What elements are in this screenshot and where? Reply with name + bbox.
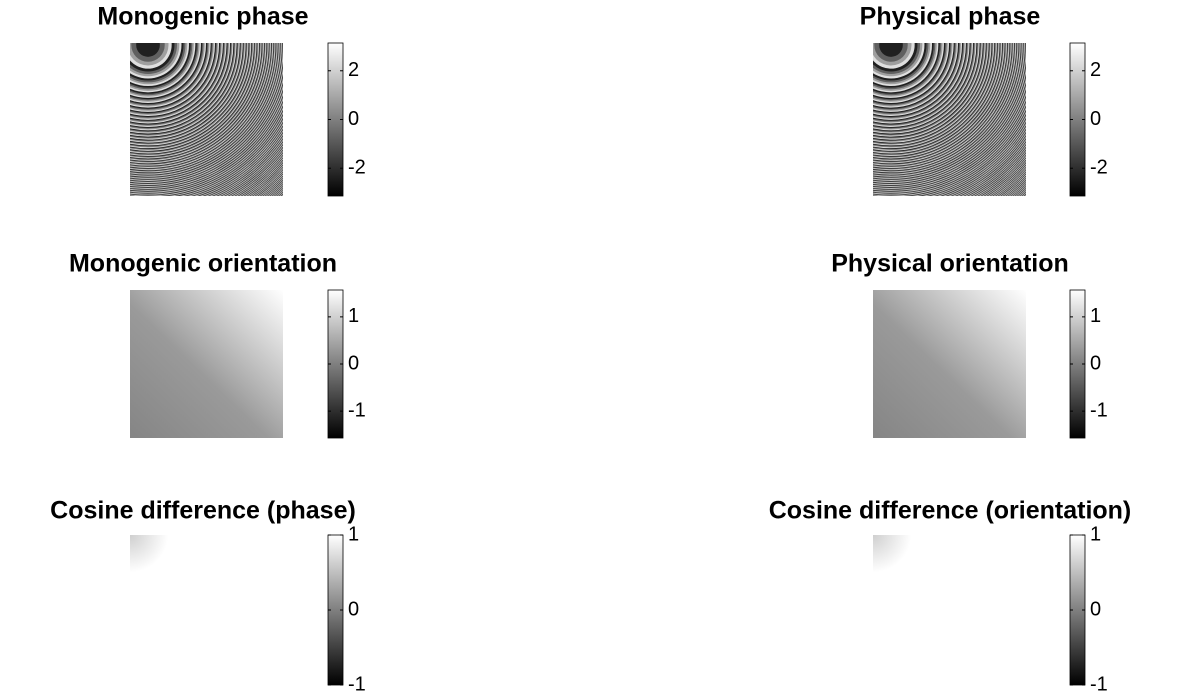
colorbar-tick-label: 0 [348,108,359,130]
colorbar-tick-label: 1 [348,305,359,327]
panel-title: Physical orientation [831,250,1069,278]
image-spot [873,535,1026,685]
panel: Monogenic phase -2 0 2 [97,3,366,197]
colorbar-tick-label: 0 [1090,108,1101,130]
colorbar-tick-label: 0 [348,598,359,620]
colorbar-tick-label: 1 [1090,523,1101,545]
panel: Monogenic orientation -1 0 1 [69,250,366,439]
colorbar-tick-label: -1 [348,399,366,421]
colorbar-tick-label: -2 [348,157,366,179]
colorbar-tick-label: 2 [1090,59,1101,81]
colorbar-tick-label: -1 [348,673,366,695]
panel: Physical phase -2 0 2 [860,3,1108,197]
colorbar-tick-label: 1 [348,523,359,545]
panel: Cosine difference (phase) -1 0 1 [50,497,366,696]
image-spot [130,535,283,685]
colorbar-tick-label: 0 [1090,598,1101,620]
colorbar-tick-label: -2 [1090,157,1108,179]
image [130,290,283,438]
colorbar-tick-label: 1 [1090,305,1101,327]
panel: Physical orientation -1 0 1 [831,250,1108,439]
panel-title: Cosine difference (phase) [50,497,356,525]
colorbar-tick-label: -1 [1090,673,1108,695]
image [130,535,283,685]
colorbar-tick-label: -1 [1090,399,1108,421]
image [130,43,283,196]
image [873,535,1026,685]
image [873,290,1026,438]
image [873,43,1026,196]
image-bg [873,290,1026,438]
panel-title: Cosine difference (orientation) [769,497,1132,525]
colorbar-tick-label: 0 [348,352,359,374]
colorbar-tick-label: 0 [1090,352,1101,374]
colorbar-tick-label: 2 [348,59,359,81]
image-bg [130,290,283,438]
panel-title: Monogenic orientation [69,250,337,278]
panel-title: Physical phase [860,3,1041,31]
panel-title: Monogenic phase [97,3,308,31]
panel: Cosine difference (orientation) -1 0 1 [769,497,1132,696]
